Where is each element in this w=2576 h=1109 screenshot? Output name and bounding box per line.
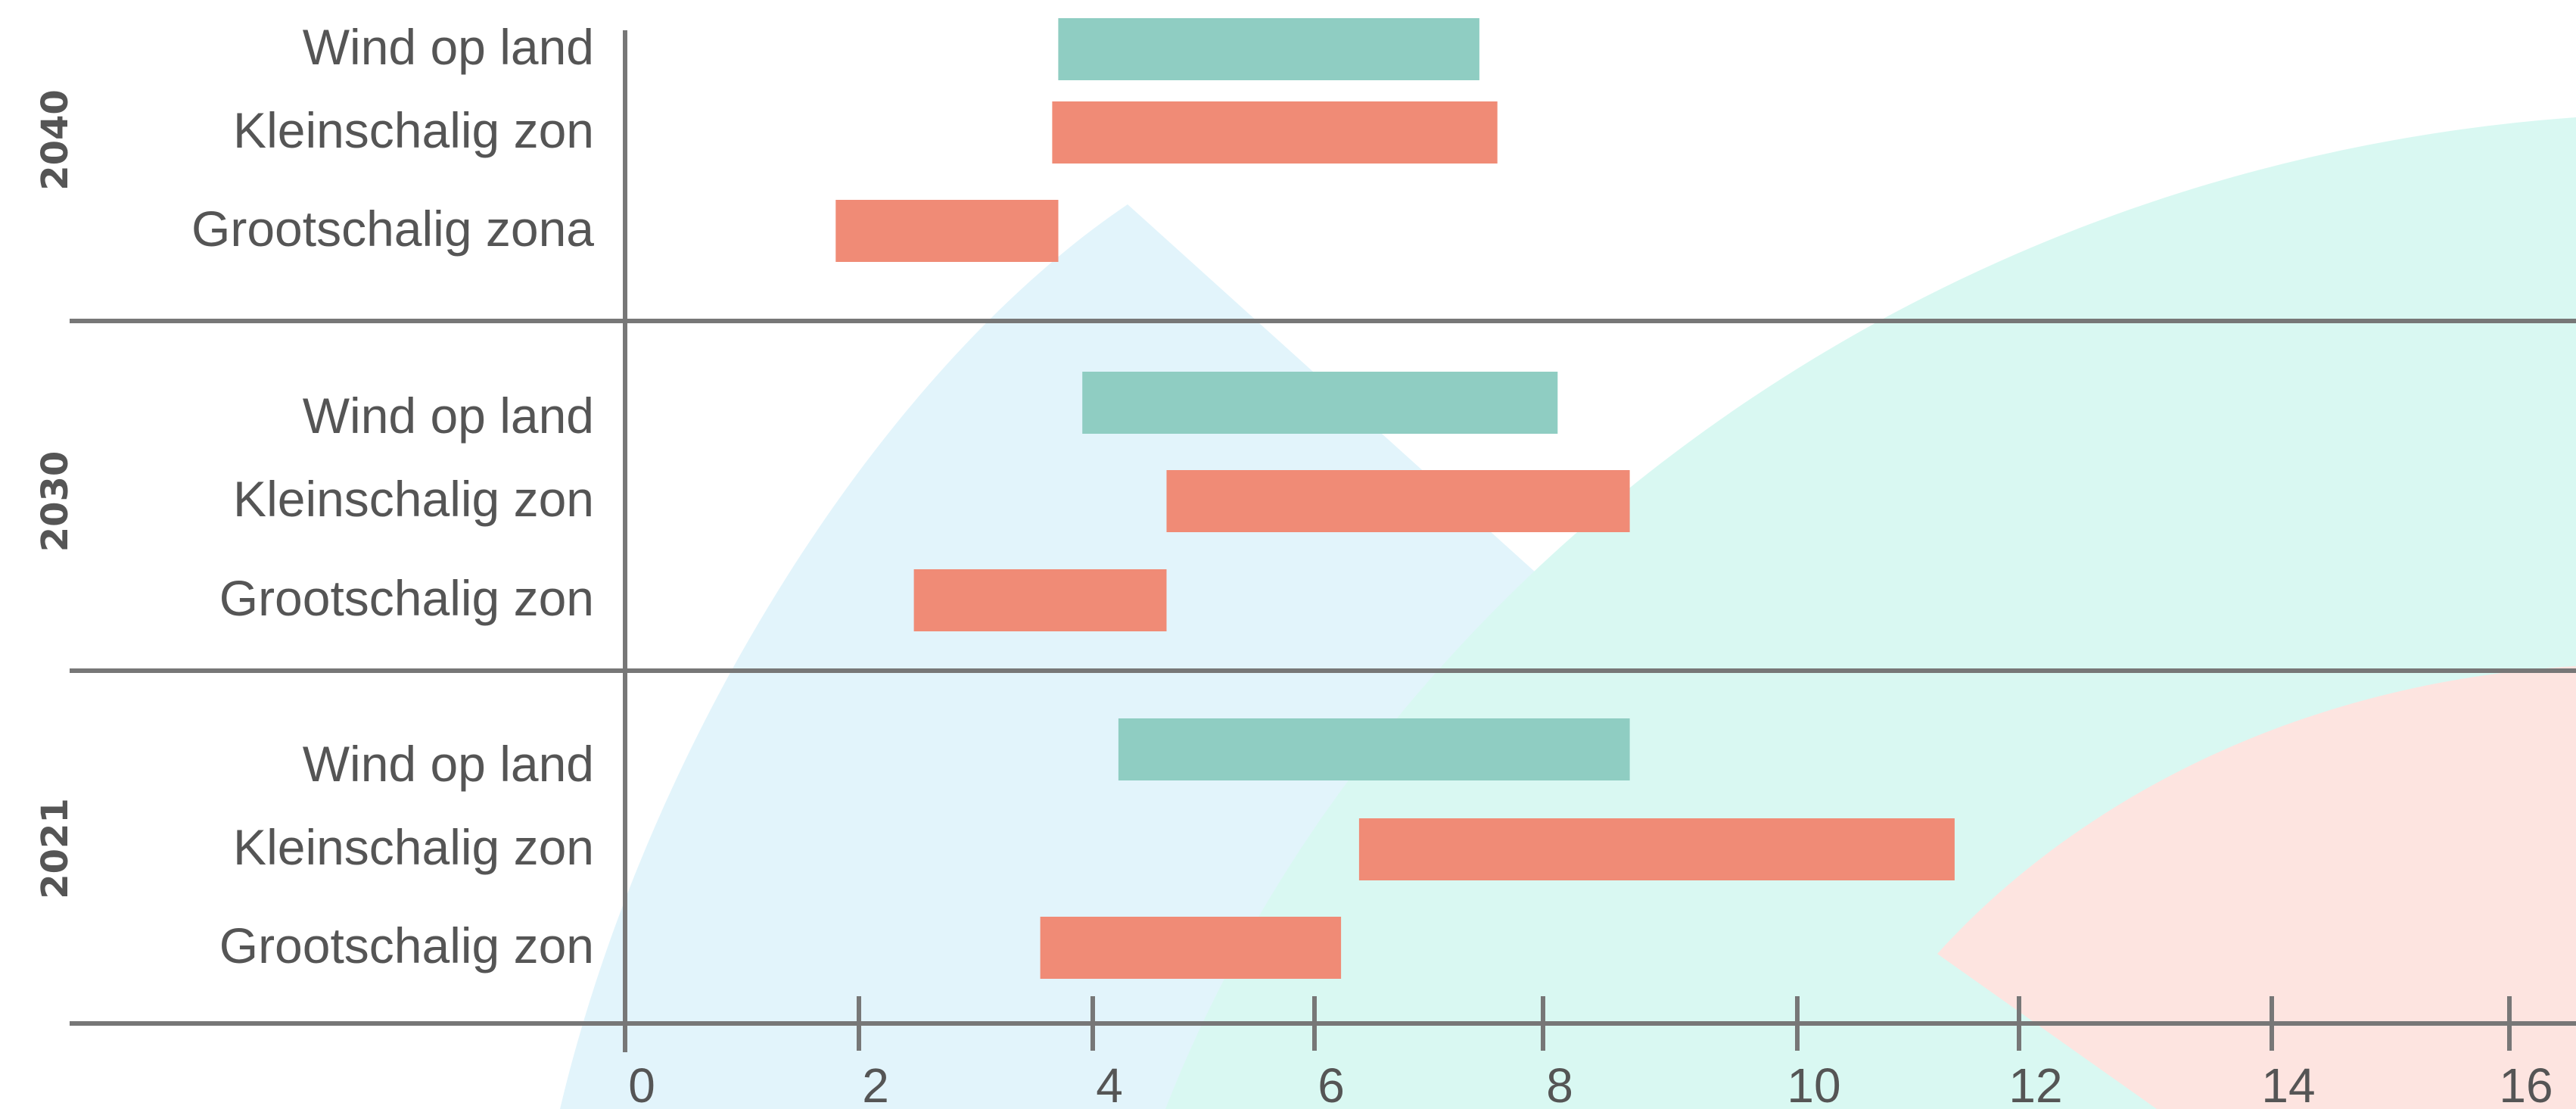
x-tick-label: 14	[2261, 1058, 2315, 1109]
category-label: Kleinschalig zon	[233, 819, 594, 875]
category-label: Grootschalig zon	[219, 917, 594, 973]
background-pink-shape	[1937, 666, 2576, 1109]
bar-2021-kleinschalig-zon	[1358, 818, 1955, 880]
bar-2021-grootschalig-zon	[1040, 917, 1342, 979]
bars	[835, 18, 1955, 979]
group-label: 2040	[34, 89, 76, 191]
category-label: Wind op land	[303, 388, 594, 444]
category-labels: Wind op land Kleinschalig zon Grootschalig…	[191, 19, 594, 973]
x-tick-label: 4	[1096, 1058, 1123, 1109]
x-tick-label: 12	[2008, 1058, 2062, 1109]
x-tick-label: 0	[628, 1058, 655, 1109]
bar-2030-wind-op-land	[1082, 372, 1558, 434]
group-label: 2030	[34, 451, 76, 553]
category-label: Wind op land	[303, 736, 594, 792]
bar-2030-kleinschalig-zon	[1166, 470, 1630, 532]
group-label: 2021	[34, 798, 76, 899]
bar-2040-kleinschalig-zon	[1052, 101, 1498, 164]
x-tick-label: 8	[1546, 1058, 1573, 1109]
axes	[70, 30, 2576, 1052]
category-label: Kleinschalig zon	[233, 471, 594, 527]
x-tick-label: 16	[2499, 1058, 2553, 1109]
x-tick-label: 6	[1318, 1058, 1345, 1109]
category-label: Grootschalig zona	[191, 201, 594, 257]
x-tick-label: 2	[862, 1058, 889, 1109]
bar-2030-grootschalig-zon	[913, 569, 1167, 631]
bar-2040-grootschalig-zona	[835, 200, 1059, 262]
group-labels: 2040 2030 2021	[34, 89, 76, 899]
category-label: Wind op land	[303, 19, 594, 75]
x-tick-label: 10	[1787, 1058, 1840, 1109]
category-label: Grootschalig zon	[219, 570, 594, 626]
background-shapes	[560, 117, 2576, 1109]
bar-2021-wind-op-land	[1118, 718, 1630, 780]
x-axis-ticks: 0 2 4 6 8 10 12 14 16	[628, 996, 2553, 1109]
bar-2040-wind-op-land	[1058, 18, 1479, 80]
category-label: Kleinschalig zon	[233, 102, 594, 158]
